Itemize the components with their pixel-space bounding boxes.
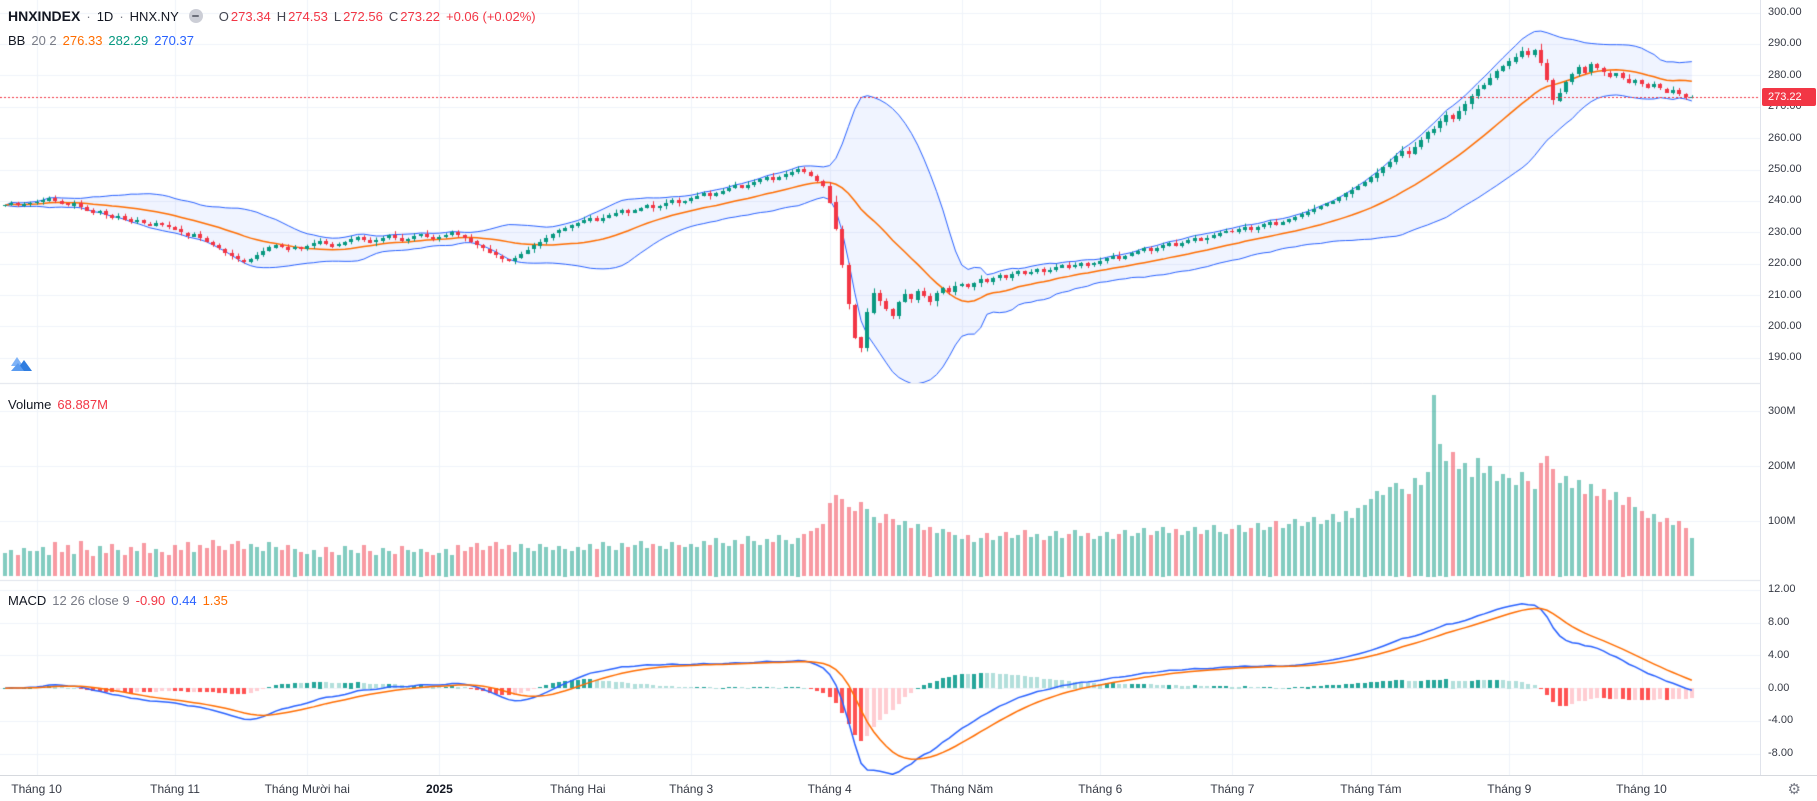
volume-axis-label: 100M (1768, 514, 1796, 527)
macd-axis-label: 8.00 (1768, 616, 1790, 629)
symbol-name[interactable]: HNXINDEX (8, 8, 81, 24)
price-axis-label: 210.00 (1768, 288, 1802, 301)
macd-hist-value: -0.90 (135, 592, 166, 608)
bb-upper-value: 282.29 (108, 32, 149, 48)
macd-signal-value: 1.35 (202, 592, 228, 608)
time-axis-label: Tháng 4 (807, 782, 852, 796)
macd-axis-label: -4.00 (1768, 714, 1794, 727)
mountains-graphic (11, 357, 32, 371)
macd-axis-label: 12.00 (1768, 583, 1796, 596)
price-axis-label: 290.00 (1768, 37, 1802, 50)
macd-axis-label: 4.00 (1768, 648, 1790, 661)
price-badge: 273.22 (1762, 87, 1816, 106)
low-value: 272.56 (343, 8, 383, 24)
macd-legend: MACD 12 26 close 9 -0.90 0.44 1.35 (8, 588, 228, 612)
separator: · (86, 8, 91, 24)
macd-line-value: 0.44 (171, 592, 197, 608)
volume-legend-row: Volume 68.887M (8, 392, 108, 416)
bb-basis-value: 276.33 (62, 32, 103, 48)
symbol-exchange[interactable]: HNX.NY (129, 8, 179, 24)
close-label: C (388, 8, 399, 24)
open-label: O (218, 8, 229, 24)
time-axis-label: Tháng 3 (669, 782, 714, 796)
time-axis-label: 2025 (426, 782, 453, 796)
price-axis[interactable]: 273.22 300.00 290.00 280.00 270.00 260.00 250… (1760, 0, 1817, 775)
open-value: 273.34 (230, 8, 271, 24)
price-axis-label: 190.00 (1768, 351, 1802, 364)
volume-axis-label: 200M (1768, 459, 1796, 472)
macd-legend-row: MACD 12 26 close 9 -0.90 0.44 1.35 (8, 588, 228, 612)
time-axis-label: Tháng 7 (1210, 782, 1255, 796)
mountain-logo-icon[interactable] (9, 351, 33, 375)
close-value: 273.22 (400, 8, 440, 24)
price-axis-label: 300.00 (1768, 6, 1802, 19)
low-label: L (333, 8, 342, 24)
bb-indicator-name[interactable]: BB (8, 32, 26, 48)
main-symbol-legend: HNXINDEX · 1D · HNX.NY O 273.34 H 274.53 L… (8, 4, 536, 52)
price-axis-label: 230.00 (1768, 225, 1802, 238)
bb-lower-value: 270.37 (154, 32, 194, 48)
time-axis-label: Tháng Mười hai (264, 782, 350, 796)
high-label: H (276, 8, 287, 24)
volume-indicator-name[interactable]: Volume (8, 396, 52, 412)
price-axis-label: 200.00 (1768, 319, 1802, 332)
price-axis-label: 250.00 (1768, 163, 1802, 176)
time-axis-label: Tháng Năm (930, 782, 994, 796)
minus-glyph (192, 15, 200, 17)
macd-axis-label: 0.00 (1768, 681, 1790, 694)
time-axis-label: Tháng Hai (550, 782, 606, 796)
time-axis-label: Tháng Tám (1340, 782, 1402, 796)
change-value: +0.06 (+0.02%) (446, 8, 536, 24)
volume-legend: Volume 68.887M (8, 392, 108, 416)
price-axis-label: 220.00 (1768, 257, 1802, 270)
settings-gear-icon[interactable]: ⚙ (1787, 781, 1801, 798)
high-value: 274.53 (288, 8, 328, 24)
price-axis-label: 240.00 (1768, 194, 1802, 207)
time-axis[interactable]: ⚙ Tháng 10 Tháng 11 Tháng Mười hai 2025 Thán… (0, 775, 1817, 801)
time-axis-label: Tháng 10 (1616, 782, 1667, 796)
ohlc-values: O 273.34 H 274.53 L 272.56 C 273.22 +0.06 (+… (219, 9, 536, 24)
symbol-interval[interactable]: 1D (96, 8, 114, 24)
legend-collapse-icon[interactable] (188, 9, 203, 23)
time-axis-label: Tháng 11 (150, 782, 200, 796)
time-axis-label: Tháng 6 (1078, 782, 1123, 796)
volume-value: 68.887M (57, 396, 108, 412)
symbol-row: HNXINDEX · 1D · HNX.NY O 273.34 H 274.53 L… (8, 4, 536, 28)
bb-indicator-params: 20 2 (31, 32, 57, 48)
time-axis-label: Tháng 10 (11, 782, 62, 796)
price-axis-label: 280.00 (1768, 68, 1802, 81)
price-axis-label: 260.00 (1768, 131, 1802, 144)
volume-axis-label: 300M (1768, 404, 1796, 417)
macd-indicator-name[interactable]: MACD (8, 592, 47, 608)
macd-axis-label: -8.00 (1768, 747, 1794, 760)
separator: · (119, 8, 124, 24)
macd-indicator-params: 12 26 close 9 (52, 592, 130, 608)
time-axis-label: Tháng 9 (1487, 782, 1532, 796)
bb-legend-row: BB 20 2 276.33 282.29 270.37 (8, 28, 536, 52)
